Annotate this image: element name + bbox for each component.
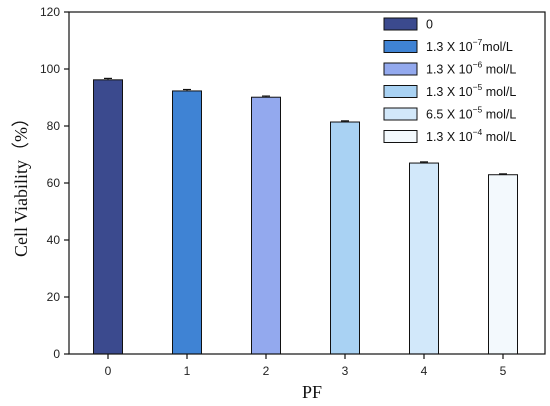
y-tick-label: 100 xyxy=(40,62,60,76)
legend-label: 1.3 X 10−4 mol/L xyxy=(426,127,516,144)
legend-label: 1.3 X 10−5 mol/L xyxy=(426,82,516,99)
y-tick-label: 120 xyxy=(40,5,60,19)
bar xyxy=(172,90,202,355)
bar xyxy=(409,162,439,355)
legend-swatch xyxy=(383,17,418,31)
legend-swatch xyxy=(383,40,418,53)
y-tick-label: 40 xyxy=(47,233,61,247)
legend-label: 1.3 X 10−7mol/L xyxy=(426,37,513,54)
y-tick-label: 80 xyxy=(47,119,61,133)
x-axis-title: PF xyxy=(302,382,322,402)
y-tick-label: 0 xyxy=(53,347,60,361)
x-tick-label: 0 xyxy=(105,364,112,378)
legend-label: 6.5 X 10−5 mol/L xyxy=(426,105,516,122)
legend-swatch xyxy=(383,62,418,76)
legend-label: 0 xyxy=(426,18,433,32)
bar xyxy=(93,79,123,355)
legend-swatch xyxy=(383,85,418,98)
legend-swatch xyxy=(383,130,418,143)
x-tick-label: 3 xyxy=(342,364,349,378)
bar xyxy=(251,96,281,355)
x-tick-label: 4 xyxy=(421,364,428,378)
x-tick-label: 1 xyxy=(184,364,191,378)
legend-label: 1.3 X 10−6 mol/L xyxy=(426,60,516,77)
y-axis-title: Cell Viability（%） xyxy=(11,109,31,257)
bar xyxy=(330,121,360,355)
x-tick-label: 2 xyxy=(263,364,270,378)
y-tick-label: 60 xyxy=(47,176,61,190)
bar xyxy=(488,174,518,355)
legend-swatch xyxy=(383,107,418,121)
y-tick-label: 20 xyxy=(47,290,61,304)
x-tick-label: 5 xyxy=(500,364,507,378)
